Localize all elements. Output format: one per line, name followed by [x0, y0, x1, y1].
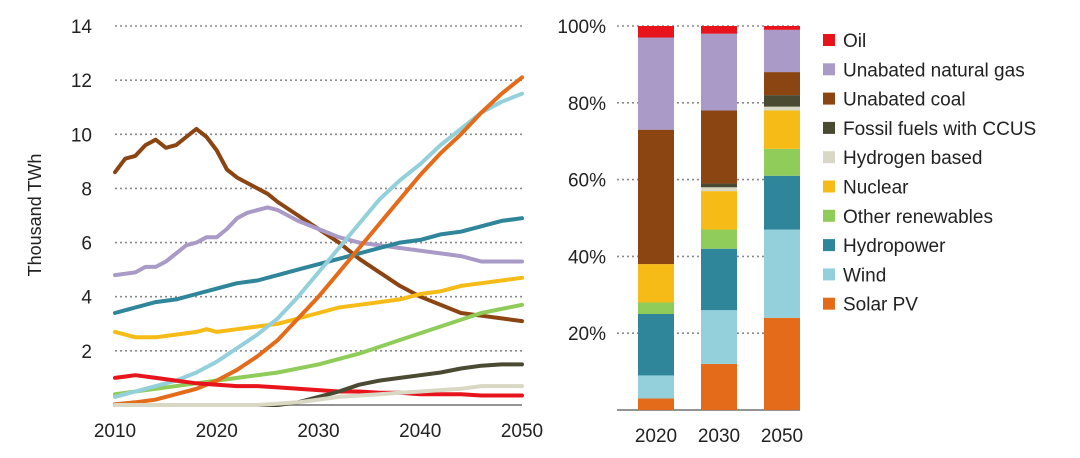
- bar-segment-gas: [638, 37, 674, 130]
- legend-label: Oil: [843, 31, 866, 52]
- legend-item-ccus: Fossil fuels with CCUS: [823, 119, 1036, 140]
- legend-item-hydro: Hydropower: [823, 236, 946, 257]
- legend-label: Hydropower: [843, 236, 946, 257]
- legend-swatch: [823, 63, 835, 76]
- legend-swatch: [823, 297, 835, 310]
- x-tick-label: 2040: [399, 421, 441, 442]
- legend: Oil Unabated natural gas Unabated coal Foss…: [823, 31, 1036, 316]
- series-line-gas: [113, 205, 524, 278]
- x-tick-label: 2030: [297, 421, 339, 442]
- bar-segment-wind: [764, 229, 800, 318]
- y-tick-label: 100%: [557, 17, 606, 38]
- bar-segment-other: [764, 148, 800, 176]
- y-tick-label: 80%: [568, 94, 606, 115]
- bar-segment-hydrogen: [701, 187, 737, 192]
- legend-swatch: [823, 180, 835, 193]
- bar-segment-solar: [764, 317, 800, 410]
- series-line-wind: [113, 91, 524, 399]
- bar-segment-oil: [701, 26, 737, 34]
- legend-item-gas: Unabated natural gas: [823, 60, 1025, 81]
- x-tick-label: 2010: [94, 421, 136, 442]
- bar-segment-gas: [701, 33, 737, 111]
- bar-segment-nuclear: [701, 191, 737, 230]
- bar-segment-coal: [701, 110, 737, 184]
- series-line-solar: [113, 75, 524, 407]
- x-tick-label: 2050: [501, 421, 543, 442]
- x-tick-label: 2030: [698, 426, 740, 447]
- bar-segment-ccus: [701, 183, 737, 188]
- legend-swatch: [823, 92, 835, 105]
- legend-label: Unabated coal: [843, 90, 966, 111]
- bar-segment-oil: [638, 26, 674, 38]
- legend-item-wind: Wind: [823, 265, 886, 286]
- bar-segment-ccus: [764, 95, 800, 107]
- bar-segment-oil: [764, 26, 800, 30]
- stacked-bar-chart: 20% 40% 60% 80% 100% 2020 2030 2050: [557, 17, 803, 447]
- series-line-hydrogen: [113, 384, 524, 407]
- x-tick-label: 2020: [635, 426, 677, 447]
- y-tick-label: 60%: [568, 171, 606, 192]
- series-line-other: [113, 302, 524, 397]
- series-line-nuclear: [113, 275, 524, 340]
- y-tick-label: 8: [81, 179, 92, 200]
- legend-item-oil: Oil: [823, 31, 866, 52]
- legend-label: Wind: [843, 265, 886, 286]
- legend-swatch: [823, 34, 835, 46]
- legend-item-solar: Solar PV: [823, 295, 918, 316]
- legend-item-other: Other renewables: [823, 207, 993, 228]
- bar-segment-hydro: [701, 248, 737, 311]
- bar-segment-hydrogen: [764, 106, 800, 111]
- legend-label: Hydrogen based: [843, 148, 982, 169]
- y-axis-label: Thousand TWh: [25, 154, 45, 277]
- bar-segment-solar: [638, 398, 674, 410]
- legend-item-coal: Unabated coal: [823, 90, 966, 111]
- bar-segment-gas: [764, 29, 800, 73]
- legend-label: Other renewables: [843, 207, 993, 228]
- bar-segment-wind: [701, 310, 737, 364]
- legend-swatch: [823, 121, 835, 134]
- bar-segment-hydro: [764, 175, 800, 230]
- bar-segment-nuclear: [638, 264, 674, 303]
- legend-swatch: [823, 209, 835, 222]
- legend-item-nuclear: Nuclear: [823, 178, 909, 199]
- series-line-hydro: [113, 216, 524, 315]
- legend-label: Unabated natural gas: [843, 60, 1025, 81]
- legend-item-hydrogen: Hydrogen based: [823, 148, 982, 169]
- bar-segment-solar: [701, 363, 737, 410]
- legend-label: Nuclear: [843, 178, 909, 199]
- line-chart: 2 4 6 8 10 12 14 2010 2020 2030 2040 2050 Thousand T…: [25, 17, 543, 442]
- bar-segment-other: [638, 302, 674, 314]
- bar-segment-other: [701, 229, 737, 249]
- y-tick-label: 4: [81, 288, 92, 309]
- y-tick-label: 20%: [568, 324, 606, 345]
- y-tick-label: 6: [81, 234, 92, 255]
- y-tick-label: 40%: [568, 247, 606, 268]
- legend-swatch: [823, 239, 835, 252]
- bar-segment-hydro: [638, 314, 674, 376]
- series-line-oil: [113, 373, 524, 398]
- y-tick-label: 10: [71, 125, 92, 146]
- x-tick-label: 2050: [761, 426, 803, 447]
- series-line-coal: [113, 126, 524, 324]
- bar-segment-coal: [638, 129, 674, 265]
- y-tick-label: 12: [71, 71, 92, 92]
- bar-segment-coal: [764, 72, 800, 96]
- y-tick-label: 14: [71, 17, 93, 38]
- legend-label: Solar PV: [843, 295, 918, 316]
- legend-swatch: [823, 268, 835, 281]
- legend-label: Fossil fuels with CCUS: [843, 119, 1036, 140]
- legend-swatch: [823, 151, 835, 164]
- x-tick-label: 2020: [196, 421, 238, 442]
- bar-segment-nuclear: [764, 110, 800, 149]
- y-tick-label: 2: [81, 342, 92, 363]
- bar-segment-wind: [638, 375, 674, 399]
